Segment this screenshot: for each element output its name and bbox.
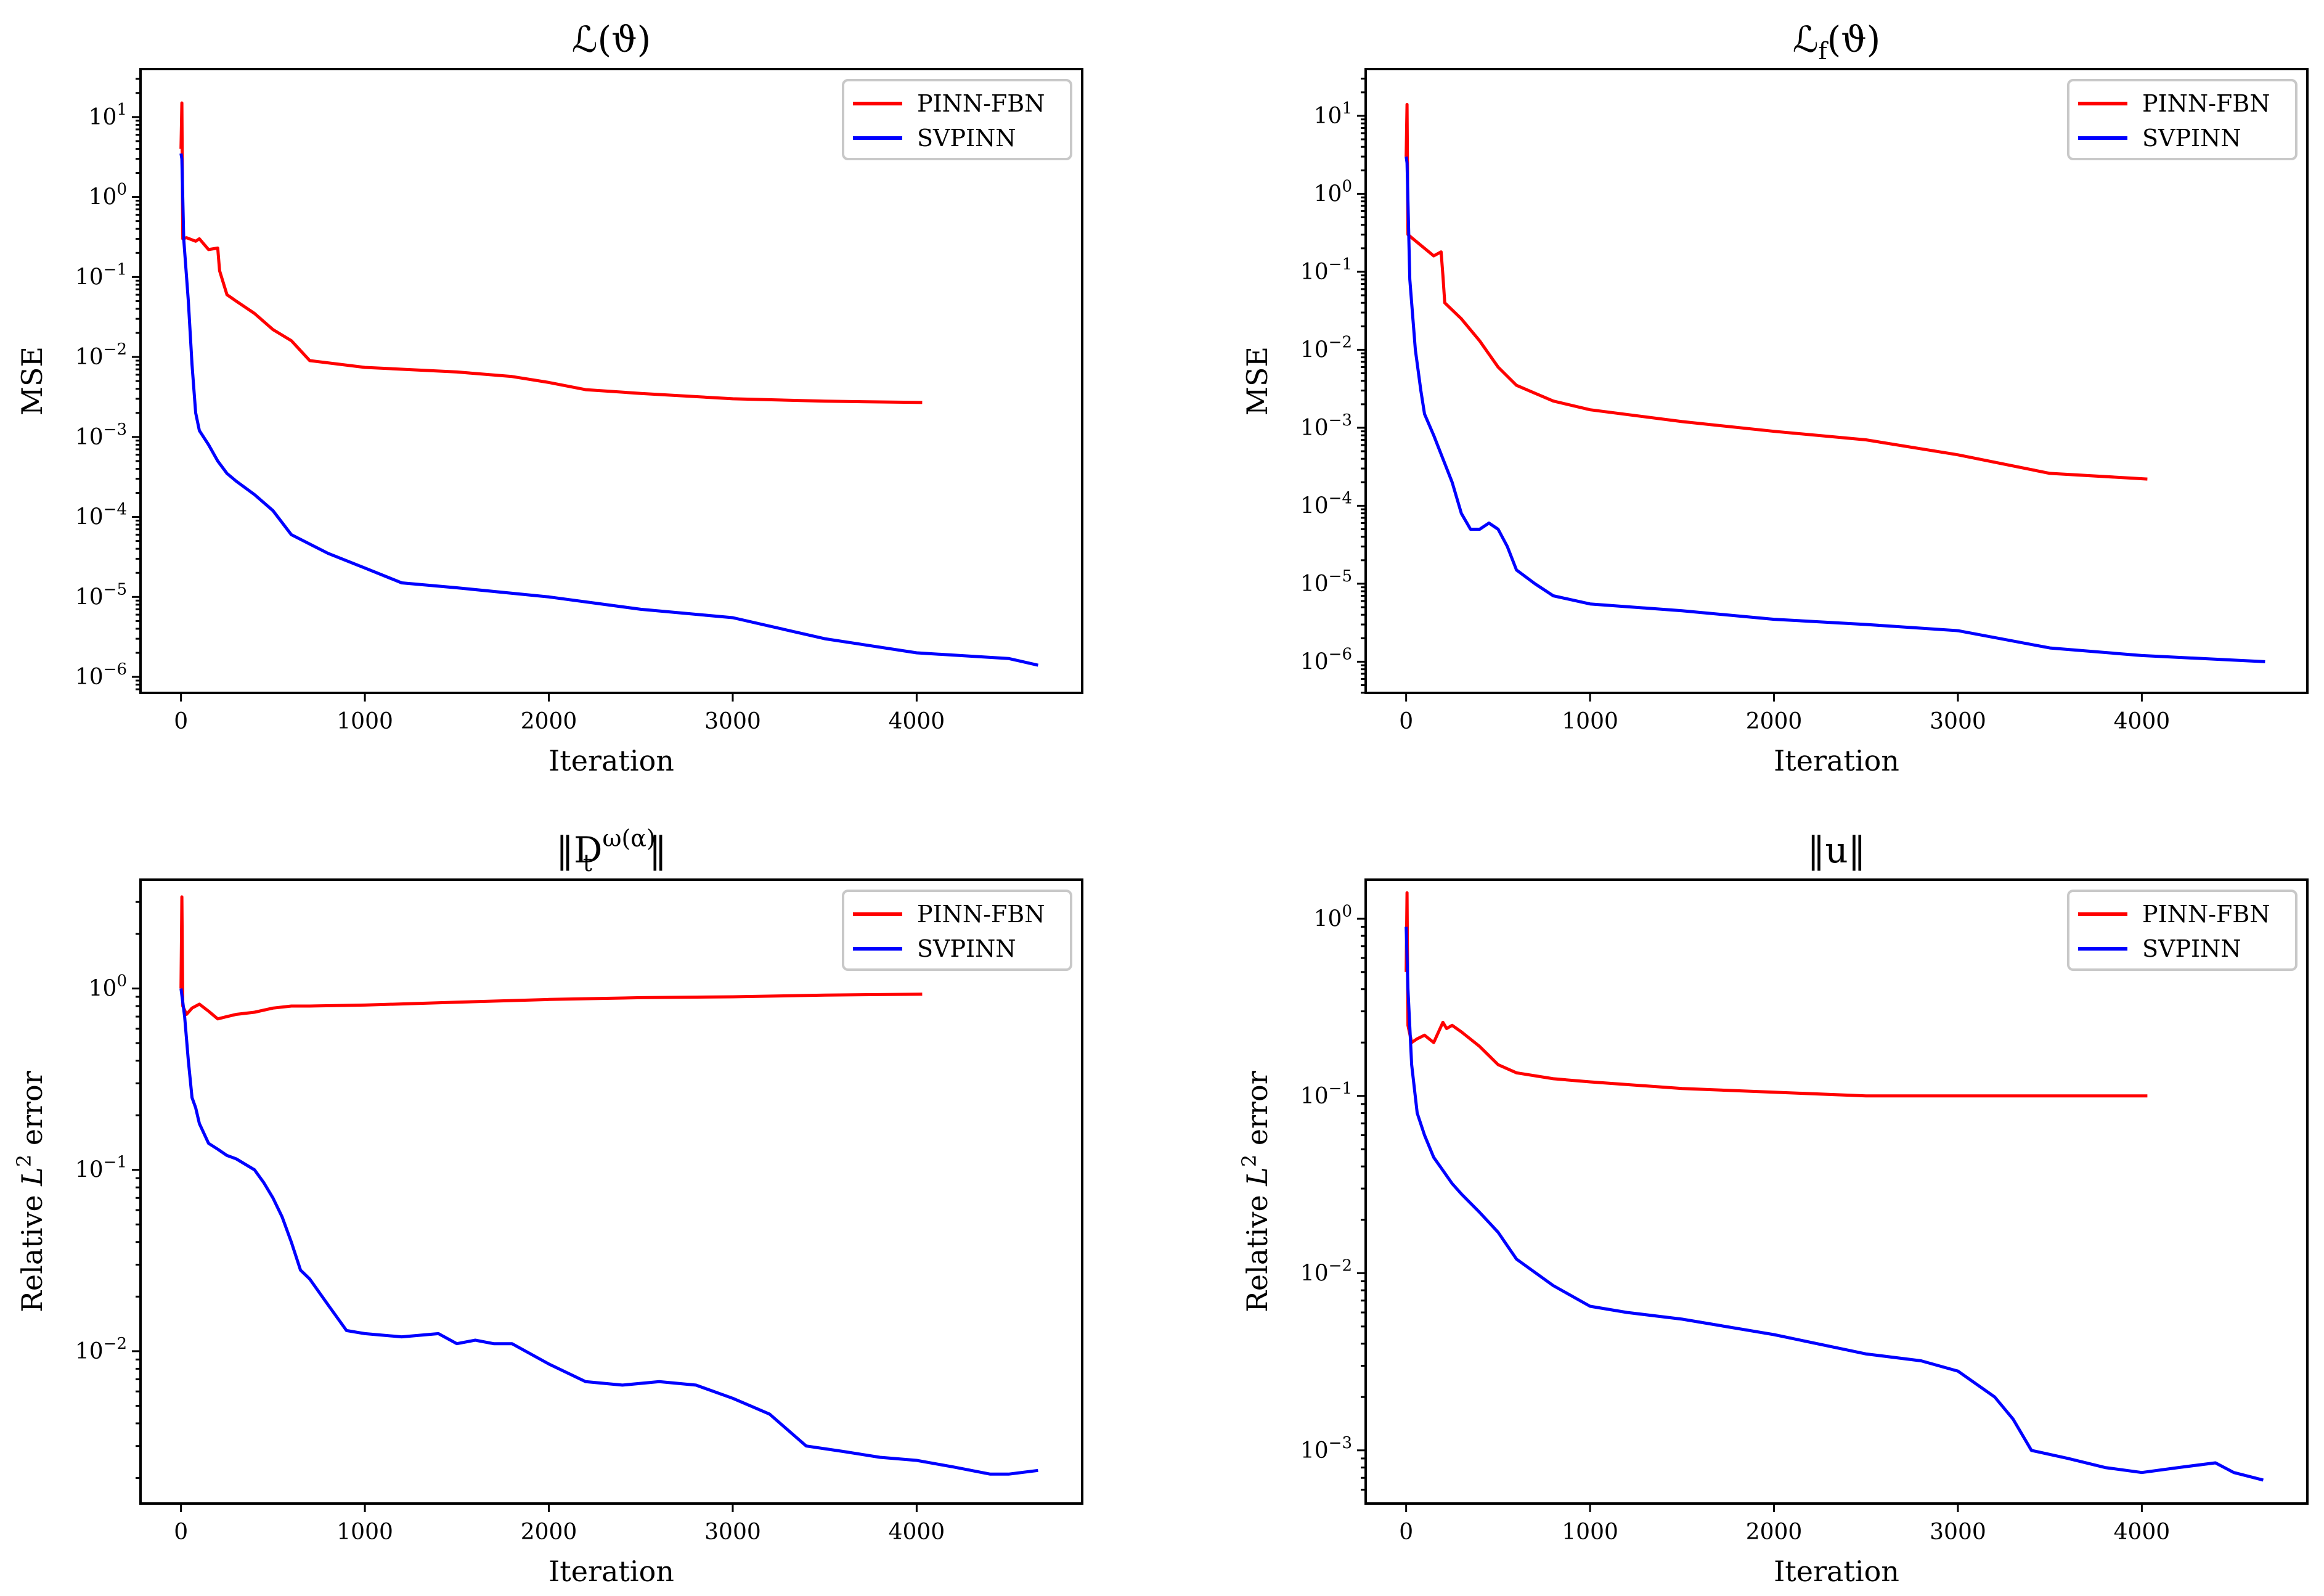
y-axis-label: MSE <box>15 346 49 415</box>
y-tick-label: 10−4 <box>1300 489 1352 518</box>
legend-label-svpinn: SVPINN <box>917 125 1016 152</box>
series-line-svpinn <box>179 988 1038 1476</box>
y-axis-label: MSE <box>1241 346 1274 415</box>
plot-frame <box>1364 68 2309 694</box>
y-tick-label: 100 <box>1314 902 1352 931</box>
x-tick-label: 2000 <box>1746 1520 1803 1545</box>
y-tick-label: 100 <box>1314 177 1352 207</box>
y-tick-label: 100 <box>89 972 127 1002</box>
y-tick-label: 101 <box>89 100 127 130</box>
x-tick-label: 1000 <box>336 1520 393 1545</box>
y-tick-label: 101 <box>1314 99 1352 129</box>
series-line-pinn-fbn <box>1405 891 2148 1098</box>
x-tick-label: 3000 <box>1930 709 1986 734</box>
x-tick-label: 4000 <box>2114 1520 2171 1545</box>
series-line-pinn-fbn <box>1405 102 2148 481</box>
x-tick-label: 0 <box>174 1520 188 1545</box>
y-tick-label: 10−2 <box>75 340 127 370</box>
legend-label-pinn-fbn: PINN-FBN <box>917 90 1045 117</box>
x-tick-label: 3000 <box>704 709 761 734</box>
x-tick-label: 3000 <box>704 1520 761 1545</box>
y-tick-label: 10−5 <box>75 580 127 610</box>
legend: PINN-FBN SVPINN <box>842 79 1072 160</box>
x-axis-label: Iteration <box>548 744 674 777</box>
y-axis-label: Relative L2 error <box>12 1071 49 1312</box>
y-tick-label: 10−3 <box>1300 1434 1352 1463</box>
y-tick-label: 10−2 <box>75 1335 127 1364</box>
series-line-pinn-fbn <box>179 101 923 404</box>
chart-title: ‖u‖ <box>1807 829 1865 871</box>
chart-panel-2: 0 1000 2000 3000 4000 101 100 10−1 10−2 10−3 10−4 1… <box>1241 18 2309 777</box>
x-tick-label: 1000 <box>1562 709 1618 734</box>
series-line-svpinn <box>1405 927 2264 1482</box>
x-tick-label: 3000 <box>1930 1520 1986 1545</box>
chart-title: ‖Dω(α) t ‖ <box>556 825 667 877</box>
y-tick-label: 10−5 <box>1300 567 1352 597</box>
y-tick-label: 10−6 <box>75 660 127 690</box>
x-tick-label: 1000 <box>1562 1520 1618 1545</box>
plot-frame <box>139 878 1083 1505</box>
legend-label-svpinn: SVPINN <box>2142 125 2241 152</box>
legend-label-svpinn: SVPINN <box>917 935 1016 962</box>
legend-label-svpinn: SVPINN <box>2142 935 2241 962</box>
x-tick-label: 0 <box>174 709 188 734</box>
x-tick-label: 4000 <box>2114 709 2171 734</box>
y-axis-label: Relative L2 error <box>1237 1071 1274 1312</box>
chart-panel-4: 0 1000 2000 3000 4000 100 10−1 10−2 10−3 Iteratio… <box>1237 829 2309 1588</box>
chart-title: ℒf(ϑ) <box>1793 18 1881 65</box>
y-tick-label: 10−2 <box>1300 1256 1352 1286</box>
chart-title: ℒ(ϑ) <box>572 18 651 60</box>
plot-frame <box>1364 878 2309 1505</box>
x-tick-label: 2000 <box>521 709 577 734</box>
x-tick-label: 0 <box>1399 1520 1413 1545</box>
legend: PINN-FBN SVPINN <box>2067 890 2297 971</box>
chart-panel-1: 0 1000 2000 3000 4000 101 100 10−1 10−2 10−3 10−4 1… <box>15 18 1083 777</box>
legend: PINN-FBN SVPINN <box>2067 79 2297 160</box>
chart-panel-3: 0 1000 2000 3000 4000 100 10−1 10−2 Iteration Rel… <box>12 825 1083 1588</box>
x-tick-label: 1000 <box>336 709 393 734</box>
x-tick-label: 0 <box>1399 709 1413 734</box>
y-tick-label: 10−1 <box>1300 255 1352 285</box>
legend-label-pinn-fbn: PINN-FBN <box>917 901 1045 928</box>
x-tick-label: 4000 <box>889 709 945 734</box>
y-tick-label: 10−6 <box>1300 645 1352 674</box>
y-tick-label: 10−2 <box>1300 333 1352 362</box>
y-tick-label: 10−1 <box>75 1153 127 1183</box>
x-axis-label: Iteration <box>1774 744 1899 777</box>
y-tick-label: 10−3 <box>1300 411 1352 441</box>
series-line-pinn-fbn <box>179 895 923 1021</box>
series-line-svpinn <box>179 153 1038 667</box>
x-axis-label: Iteration <box>1774 1555 1899 1588</box>
series-line-svpinn <box>1405 156 2265 663</box>
y-tick-label: 10−1 <box>1300 1079 1352 1109</box>
y-tick-label: 10−3 <box>75 420 127 450</box>
legend-label-pinn-fbn: PINN-FBN <box>2142 901 2270 928</box>
y-tick-label: 10−1 <box>75 260 127 290</box>
legend-label-pinn-fbn: PINN-FBN <box>2142 90 2270 117</box>
x-axis-label: Iteration <box>548 1555 674 1588</box>
y-tick-label: 10−4 <box>75 501 127 530</box>
y-tick-label: 100 <box>89 181 127 210</box>
x-tick-label: 2000 <box>521 1520 577 1545</box>
x-tick-label: 2000 <box>1746 709 1803 734</box>
legend: PINN-FBN SVPINN <box>842 890 1072 971</box>
x-tick-label: 4000 <box>889 1520 945 1545</box>
plot-frame <box>139 68 1083 694</box>
